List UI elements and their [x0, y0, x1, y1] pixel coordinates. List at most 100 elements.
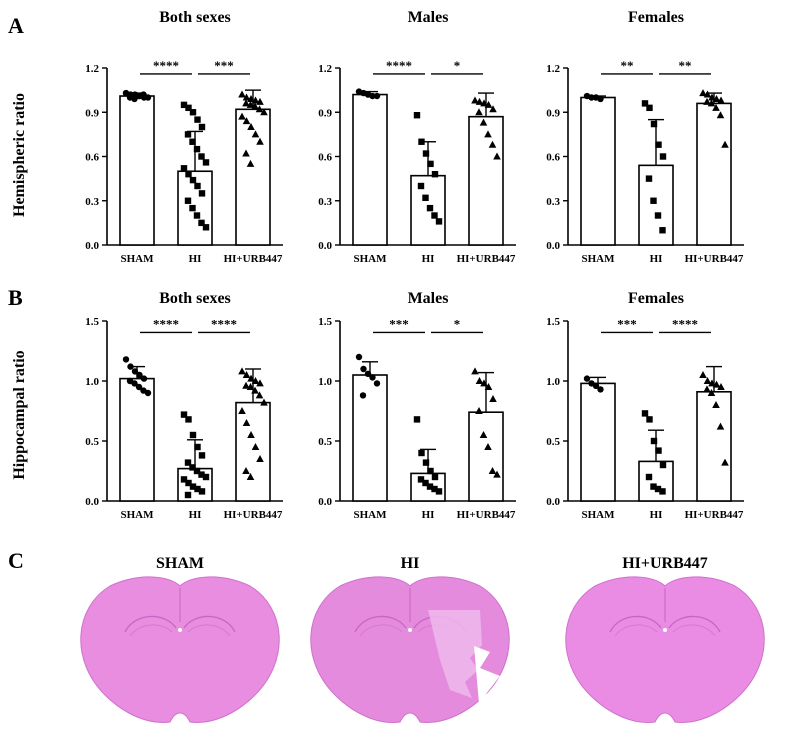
data-point	[417, 182, 425, 190]
data-point	[431, 485, 438, 493]
data-point	[645, 473, 653, 481]
x-tick-label: SHAM	[354, 509, 388, 521]
y-axis-label: Hippocampal ratio	[11, 350, 28, 479]
data-point	[122, 356, 130, 363]
y-tick-label: 0.3	[318, 196, 332, 208]
data-point	[246, 159, 255, 167]
bar-hi	[638, 164, 674, 246]
y-tick-label: 0.3	[546, 196, 560, 208]
y-tick-label: 0.6	[318, 152, 332, 164]
data-point	[493, 470, 501, 478]
data-point	[426, 483, 434, 490]
data-point	[659, 227, 666, 234]
data-point	[422, 459, 430, 466]
data-point	[699, 371, 707, 378]
x-tick-label: HI+URB447	[457, 253, 516, 265]
data-point	[193, 467, 201, 475]
y-tick-label: 1.0	[85, 376, 99, 388]
data-point	[650, 120, 658, 128]
data-point	[144, 94, 152, 101]
significance-label: **	[621, 58, 634, 73]
data-point	[489, 105, 497, 113]
hippocampus-right	[183, 615, 236, 633]
data-point	[418, 138, 425, 145]
brain-section-hi-icon: HI	[310, 555, 515, 724]
data-point	[251, 130, 260, 138]
data-point	[247, 431, 255, 438]
data-point	[189, 464, 196, 471]
data-point	[189, 431, 197, 439]
data-point	[413, 112, 421, 119]
data-point	[703, 385, 711, 393]
hippocampus-left-inner	[359, 624, 403, 637]
data-point	[251, 377, 260, 384]
data-point	[360, 365, 367, 373]
data-point	[650, 197, 657, 204]
data-point	[475, 108, 483, 116]
y-axis-label: Hemispheric ratio	[11, 93, 28, 217]
data-point	[246, 473, 255, 480]
x-tick-label: SHAM	[354, 253, 388, 265]
data-point	[417, 476, 425, 483]
data-point	[712, 380, 721, 388]
data-point	[484, 100, 493, 108]
data-point	[260, 108, 268, 116]
data-point	[189, 483, 197, 490]
data-point	[479, 431, 488, 438]
data-point	[484, 130, 492, 138]
data-point	[431, 171, 439, 178]
bar-hi-urb447	[235, 108, 271, 246]
data-point	[422, 194, 429, 201]
data-point	[189, 176, 197, 184]
lesion-cavity	[474, 646, 515, 715]
data-point	[194, 443, 201, 451]
y-tick-label: 1.5	[546, 316, 560, 328]
bar-sham	[580, 382, 616, 502]
data-point	[140, 375, 148, 382]
x-tick-label: HI+URB447	[685, 253, 744, 265]
bar-hi-urb447	[696, 390, 732, 502]
data-point	[583, 375, 591, 382]
data-point	[242, 93, 251, 101]
ventricle	[408, 628, 412, 632]
data-point	[242, 381, 250, 389]
y-tick-label: 0.6	[85, 152, 99, 164]
x-tick-label: HI+URB447	[685, 509, 744, 521]
significance-label: *	[454, 58, 461, 73]
hippocampus-right	[668, 615, 721, 633]
data-point	[242, 467, 250, 474]
data-point	[136, 371, 143, 379]
data-point	[180, 165, 188, 172]
bar-sham	[352, 374, 388, 502]
y-tick-label: 0.6	[546, 152, 560, 164]
data-point	[194, 182, 201, 190]
data-point	[597, 386, 604, 393]
data-point	[645, 175, 653, 182]
data-point	[717, 383, 725, 390]
brain-section-hi-urb447-icon: HI+URB447	[565, 555, 765, 724]
data-point	[255, 391, 264, 399]
x-tick-label: HI+URB447	[224, 509, 283, 521]
data-point	[489, 395, 497, 402]
y-tick-label: 1.0	[318, 376, 332, 388]
data-point	[650, 483, 657, 490]
data-point	[251, 443, 260, 450]
ventricle	[663, 628, 667, 632]
data-point	[707, 99, 716, 107]
data-point	[127, 363, 134, 370]
data-point	[238, 112, 246, 120]
data-point	[488, 467, 497, 474]
bar-hi-urb447	[235, 401, 271, 502]
chart-title: Females	[628, 9, 684, 26]
data-point	[180, 476, 188, 483]
data-point	[144, 389, 152, 397]
data-point	[242, 419, 251, 426]
y-tick-label: 0.9	[85, 107, 99, 119]
data-point	[431, 212, 438, 219]
brain-section	[80, 576, 280, 724]
data-point	[369, 92, 376, 100]
data-point	[238, 90, 246, 98]
data-point	[646, 104, 653, 112]
